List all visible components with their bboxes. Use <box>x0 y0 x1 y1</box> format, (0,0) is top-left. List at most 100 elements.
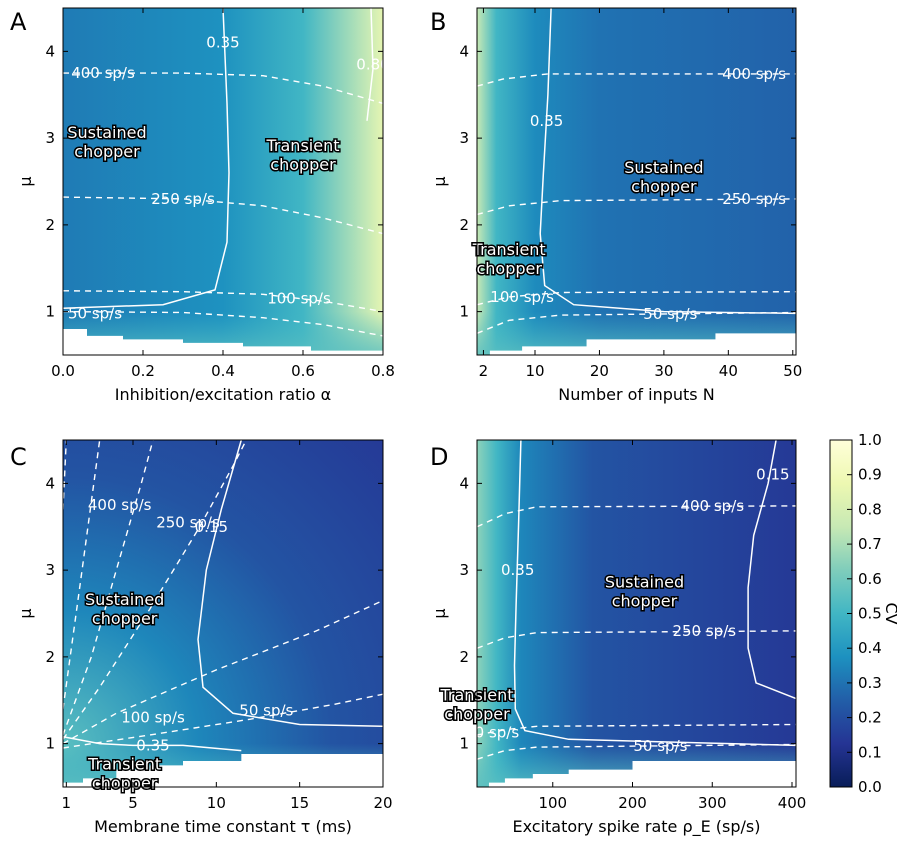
rate-contour <box>63 440 154 736</box>
contour-label: 250 sp/s <box>151 190 215 208</box>
rate-contour <box>63 290 383 313</box>
y-axis-label: μ <box>16 176 35 186</box>
colorbar-label: CV <box>882 602 897 624</box>
rate-contour <box>477 291 796 306</box>
rate-contour <box>477 73 796 87</box>
rate-contour <box>477 630 796 649</box>
colorbar-tick-label: 0.9 <box>858 466 882 484</box>
y-axis-label: μ <box>430 608 449 618</box>
contour-label: 250 sp/s <box>156 513 220 531</box>
cv-contour <box>539 8 796 315</box>
panel-d: 400 sp/s 250 sp/s 100 sp/s 50 sp/s 0.35 0.15 S… <box>430 439 807 837</box>
rate-contour <box>63 599 383 745</box>
x-tick-label: 40 <box>719 362 738 380</box>
contour-label: 0.35 <box>501 561 534 579</box>
region-label: Sustained chopper <box>624 158 703 196</box>
rate-contour <box>63 440 67 510</box>
contour-label: 0.80 <box>356 55 389 73</box>
rate-contour <box>63 72 383 105</box>
x-axis-label: Excitatory spike rate ρ_E (sp/s) <box>512 817 760 837</box>
cv-contour <box>197 440 383 728</box>
colorbar-tick-label: 0.0 <box>858 778 882 796</box>
x-tick-label: 5 <box>128 794 138 812</box>
y-tick-label: 3 <box>45 561 55 579</box>
rate-contour <box>477 723 796 736</box>
rate-contour <box>63 693 383 749</box>
colorbar-tick-label: 1.0 <box>858 431 882 449</box>
heatmap-c <box>63 440 383 787</box>
y-tick-label: 1 <box>45 303 55 321</box>
y-axis-label: μ <box>16 608 35 618</box>
contour-label: 250 sp/s <box>722 190 786 208</box>
y-tick-label: 1 <box>459 303 469 321</box>
rate-contour <box>477 743 796 760</box>
colorbar-tick-label: 0.7 <box>858 535 882 553</box>
contour-label: 400 sp/s <box>71 64 135 82</box>
y-tick-label: 4 <box>45 474 55 492</box>
colorbar-tick-label: 0.5 <box>858 605 882 623</box>
colorbar: 0.0 0.1 0.2 0.3 0.4 0.5 0.6 0.7 0.8 0.9 1.0 CV <box>829 431 897 796</box>
x-tick-label: 0.8 <box>371 362 395 380</box>
panel-letter: A <box>10 8 27 36</box>
contour-label: 400 sp/s <box>88 496 152 514</box>
contour-label: 0.35 <box>530 112 563 130</box>
panel-letter: B <box>430 8 446 36</box>
heatmap-a <box>63 8 383 355</box>
contour-label: 50 sp/s <box>633 737 687 755</box>
cv-contour <box>366 8 374 121</box>
contour-label: 0.15 <box>756 466 789 484</box>
cv-contour <box>63 735 242 752</box>
y-tick-label: 1 <box>45 735 55 753</box>
x-axis-label: Number of inputs N <box>558 385 714 404</box>
no-spike-region <box>63 754 383 787</box>
x-tick-label: 0.4 <box>211 362 235 380</box>
y-tick-label: 1 <box>459 735 469 753</box>
cv-contour <box>747 440 796 700</box>
contour-label: 100 sp/s <box>267 290 331 308</box>
contour-label: 400 sp/s <box>680 497 744 515</box>
heatmap-b <box>477 8 796 355</box>
y-tick-label: 2 <box>459 648 469 666</box>
x-tick-label: 400 <box>778 794 807 812</box>
rate-contour <box>477 311 796 334</box>
panel-b: 400 sp/s 250 sp/s 100 sp/s 50 sp/s 0.35 Susta… <box>430 7 802 404</box>
x-tick-label: 1 <box>62 794 72 812</box>
x-tick-label: 300 <box>698 794 727 812</box>
y-tick-label: 3 <box>459 561 469 579</box>
rate-contour <box>63 440 101 709</box>
rate-contour <box>477 505 796 528</box>
rate-contour <box>477 198 796 216</box>
rate-contour <box>63 196 383 235</box>
colorbar-tick-label: 0.3 <box>858 674 882 692</box>
x-tick-label: 2 <box>479 362 489 380</box>
no-spike-region <box>63 328 383 355</box>
rate-contour <box>63 310 383 337</box>
x-tick-label: 0.6 <box>291 362 315 380</box>
contour-label: 0.35 <box>136 736 169 754</box>
panel-a: 400 sp/s 250 sp/s 100 sp/s 50 sp/s 0.35 0.80 S… <box>10 7 395 404</box>
heatmap-d <box>477 440 796 787</box>
colorbar-tick-label: 0.1 <box>858 743 882 761</box>
y-tick-label: 3 <box>459 129 469 147</box>
colorbar-tick-label: 0.6 <box>858 570 882 588</box>
y-tick-label: 2 <box>459 216 469 234</box>
contour-label: 50 sp/s <box>643 305 697 323</box>
region-label: Sustained chopper <box>85 590 164 628</box>
x-tick-label: 0.0 <box>51 362 75 380</box>
contour-label: 100 sp/s <box>121 709 185 727</box>
y-tick-label: 4 <box>459 474 469 492</box>
region-label: Transient chopper <box>266 136 340 174</box>
y-tick-label: 4 <box>459 42 469 60</box>
no-spike-region <box>477 328 796 355</box>
contour-label: 0.35 <box>206 34 239 52</box>
contour-label: 100 sp/s <box>490 288 554 306</box>
x-tick-label: 100 <box>538 794 567 812</box>
x-tick-label: 20 <box>590 362 609 380</box>
y-tick-label: 2 <box>45 648 55 666</box>
y-tick-label: 3 <box>45 129 55 147</box>
contour-label: 100 sp/s <box>456 723 520 741</box>
contour-label: 0.15 <box>195 518 228 536</box>
contour-label: 250 sp/s <box>672 622 736 640</box>
